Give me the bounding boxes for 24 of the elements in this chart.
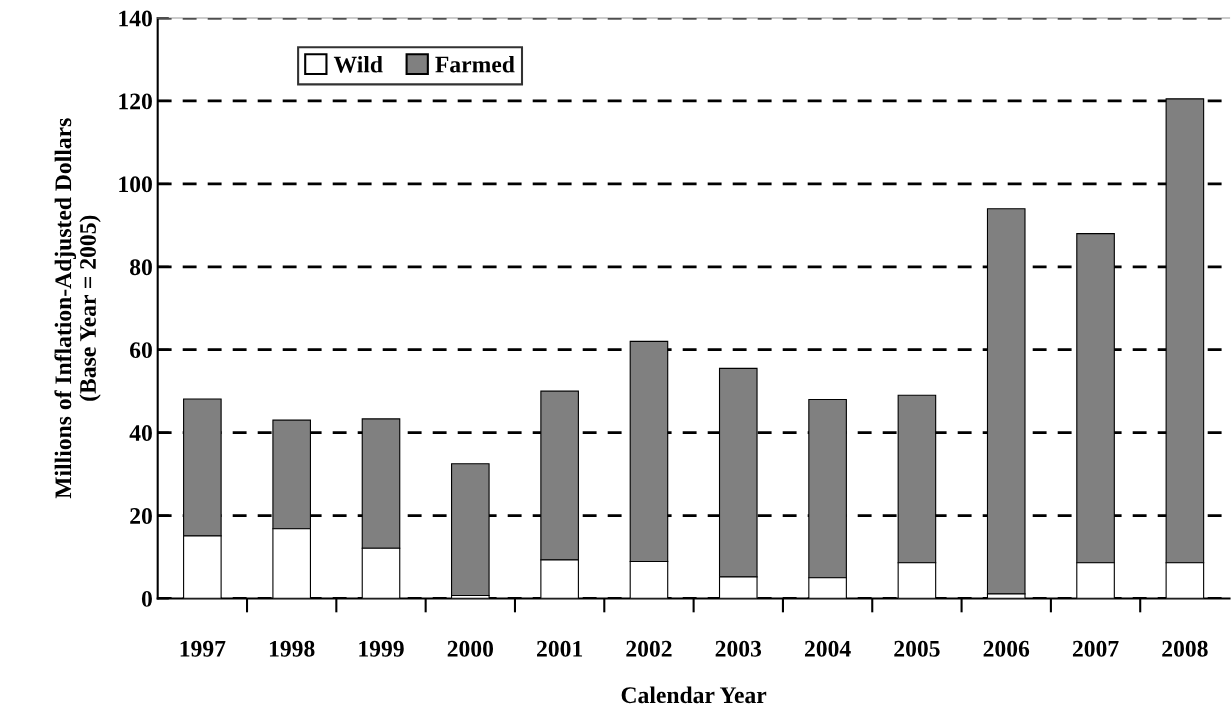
x-tick-label: 2007 xyxy=(1072,640,1119,657)
x-tick-label: 2002 xyxy=(626,640,672,657)
y-tick-label: 0 xyxy=(141,590,152,607)
x-tick-label: 2001 xyxy=(537,640,583,657)
x-tick-label: 1998 xyxy=(269,640,315,657)
x-tick-label: 2008 xyxy=(1162,640,1208,657)
x-tick-label: 1997 xyxy=(180,640,226,657)
y-tick-label: 100 xyxy=(119,176,152,193)
legend-label: Farmed xyxy=(435,55,515,73)
x-tick-label: 2005 xyxy=(894,640,940,657)
x-tick-label: 1999 xyxy=(359,640,404,657)
y-tick-label: 40 xyxy=(129,425,152,442)
x-axis-title: Calendar Year xyxy=(621,686,767,704)
y-tick-label: 80 xyxy=(130,259,152,276)
y-tick-label: 60 xyxy=(130,342,152,359)
x-tick-label: 2004 xyxy=(804,640,851,657)
y-axis-title: Millions of Inflation-Adjusted Dollars (Base Year = 2005) xyxy=(54,118,101,499)
legend-label: Wild xyxy=(333,55,383,73)
x-tick-label: 2006 xyxy=(983,640,1030,657)
y-tick-label: 140 xyxy=(119,10,152,27)
x-tick-label: 2000 xyxy=(447,640,494,657)
x-tick-label: 2003 xyxy=(715,640,762,657)
y-tick-label: 120 xyxy=(119,93,152,110)
y-tick-label: 20 xyxy=(130,508,152,524)
